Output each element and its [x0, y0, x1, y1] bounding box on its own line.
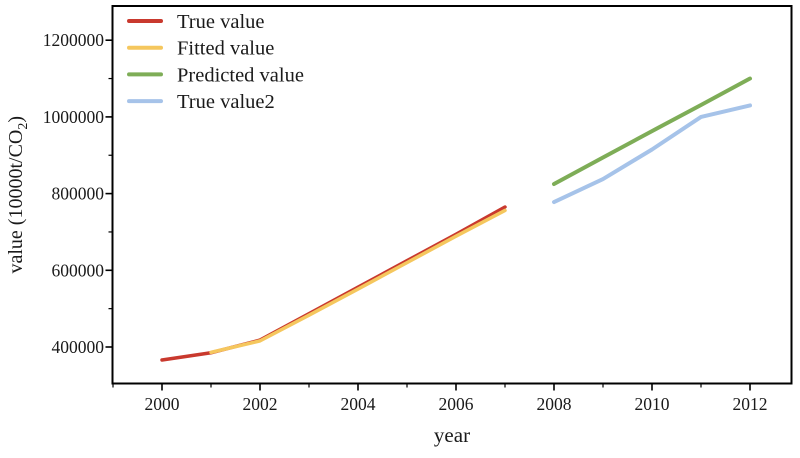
x-tick-label: 2006 [439, 394, 474, 414]
x-tick-label: 2000 [145, 394, 180, 414]
x-tick-label: 2010 [635, 394, 670, 414]
y-tick-label: 1200000 [43, 30, 105, 50]
plot-frame [111, 5, 793, 385]
y-tick-label: 600000 [52, 260, 105, 280]
x-axis-title: year [434, 423, 470, 447]
x-tick-label: 2002 [243, 394, 278, 414]
legend-label-predicted-value: Predicted value [177, 64, 304, 86]
x-tick-label: 2012 [733, 394, 768, 414]
series-line-predicted-value [552, 76, 752, 187]
y-tick-label: 400000 [52, 337, 105, 357]
x-tick-label: 2008 [537, 394, 572, 414]
legend-label-true-value: True value [177, 11, 265, 33]
y-axis-title: value (10000t/CO2) [5, 116, 31, 274]
legend-label-fitted-value: Fitted value [177, 38, 274, 60]
y-tick-label: 1000000 [43, 107, 105, 127]
y-tick-label: 800000 [52, 184, 105, 204]
legend-label-true-value2: True value2 [177, 91, 275, 113]
series-line-true-value2 [552, 103, 752, 205]
series-line-fitted-value [209, 208, 507, 355]
x-tick-label: 2004 [341, 394, 376, 414]
